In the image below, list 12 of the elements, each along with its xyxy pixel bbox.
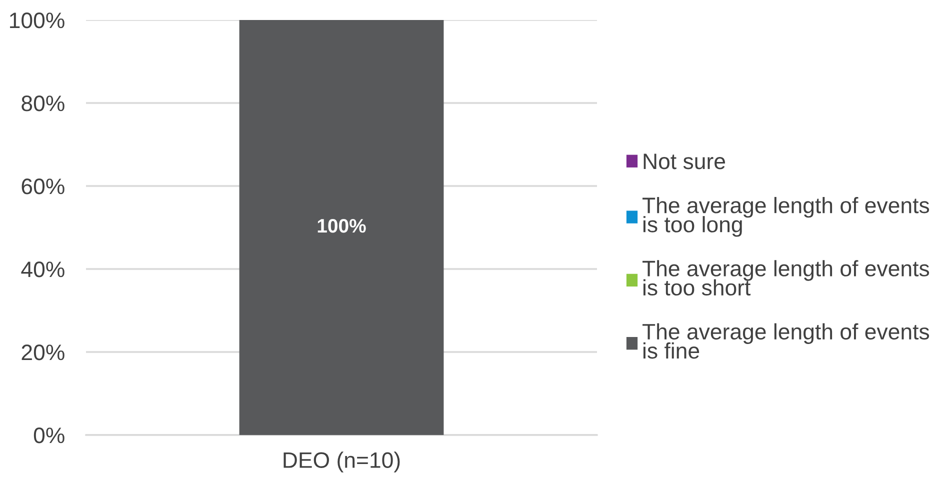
data-label: 100% [318, 218, 366, 233]
y-tick-label: 20% [22, 344, 64, 360]
legend-label: The average length of events is too short [642, 260, 930, 296]
y-tick-label: 80% [22, 96, 64, 112]
y-tick-label: 0% [34, 428, 64, 444]
y-tick-label: 100% [10, 12, 64, 28]
y-tick-label: 60% [22, 178, 64, 194]
legend-label: Not sure [644, 154, 725, 170]
x-tick-label: DEO (n=10) [284, 452, 400, 472]
y-tick-label: 40% [21, 262, 64, 278]
legend-label: The average length of events is too long [642, 196, 930, 237]
legend-label: The average length of events is fine [642, 323, 930, 359]
